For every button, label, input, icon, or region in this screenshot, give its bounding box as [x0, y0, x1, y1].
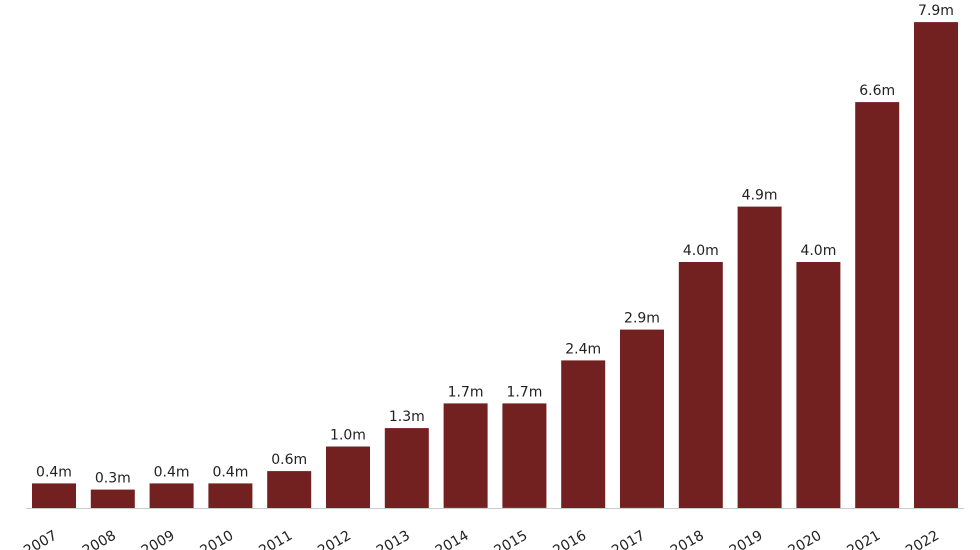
value-label-2016: 2.4m — [565, 341, 601, 357]
value-label-2018: 4.0m — [683, 243, 719, 259]
bar-2011 — [267, 471, 312, 508]
value-label-2009: 0.4m — [154, 464, 190, 480]
bars-layer — [32, 22, 958, 509]
bar-2013 — [384, 428, 429, 509]
x-tick-labels-layer: 2007 2008 2009 2010 2011 2012 2013 2014 2015 2016… — [21, 528, 942, 550]
x-tick-label-2012: 2012 — [315, 528, 354, 550]
bar-2014 — [443, 403, 488, 508]
value-label-2010: 0.4m — [212, 464, 248, 480]
bar-2012 — [326, 446, 370, 508]
x-tick-label-2015: 2015 — [492, 528, 531, 550]
x-tick-label-2009: 2009 — [139, 528, 178, 550]
x-tick-label-2018: 2018 — [668, 528, 707, 550]
x-tick-label-2007: 2007 — [21, 528, 60, 550]
value-label-2015: 1.7m — [506, 384, 542, 400]
bar-2015 — [502, 403, 547, 508]
x-tick-label-2017: 2017 — [609, 528, 648, 550]
bar-2008 — [90, 489, 135, 508]
value-label-2014: 1.7m — [448, 384, 484, 400]
bar-2010 — [208, 483, 253, 508]
x-tick-label-2008: 2008 — [80, 528, 119, 550]
bar-2009 — [149, 483, 194, 508]
bar-2018 — [678, 262, 723, 508]
bar-2021 — [855, 102, 900, 508]
x-tick-label-2013: 2013 — [374, 528, 413, 550]
bar-2007 — [32, 483, 76, 508]
bar-2017 — [620, 329, 664, 508]
value-label-2007: 0.4m — [36, 464, 72, 480]
x-tick-label-2011: 2011 — [256, 528, 295, 550]
bar-2020 — [796, 262, 841, 508]
value-label-2012: 1.0m — [330, 428, 366, 444]
bar-2016 — [561, 360, 606, 508]
x-tick-label-2010: 2010 — [198, 528, 237, 550]
x-tick-label-2021: 2021 — [844, 528, 883, 550]
value-label-2021: 6.6m — [859, 83, 895, 99]
bar-2022 — [914, 22, 958, 508]
x-tick-label-2016: 2016 — [550, 528, 589, 550]
x-tick-label-2020: 2020 — [786, 528, 825, 550]
x-tick-label-2019: 2019 — [727, 528, 766, 550]
value-label-2020: 4.0m — [800, 243, 836, 259]
value-label-2008: 0.3m — [95, 471, 131, 487]
x-tick-label-2014: 2014 — [433, 528, 472, 550]
value-label-2017: 2.9m — [624, 311, 660, 327]
value-labels-layer: 0.4m 0.3m 0.4m 0.4m 0.6m 1.0m 1.3m 1.7m 1.7m 2.4m… — [36, 3, 954, 487]
value-label-2013: 1.3m — [389, 409, 425, 425]
value-label-2011: 0.6m — [271, 452, 307, 468]
value-label-2022: 7.9m — [918, 3, 954, 19]
value-label-2019: 4.9m — [742, 188, 778, 204]
x-tick-label-2022: 2022 — [903, 528, 942, 550]
bar-2019 — [737, 206, 782, 508]
